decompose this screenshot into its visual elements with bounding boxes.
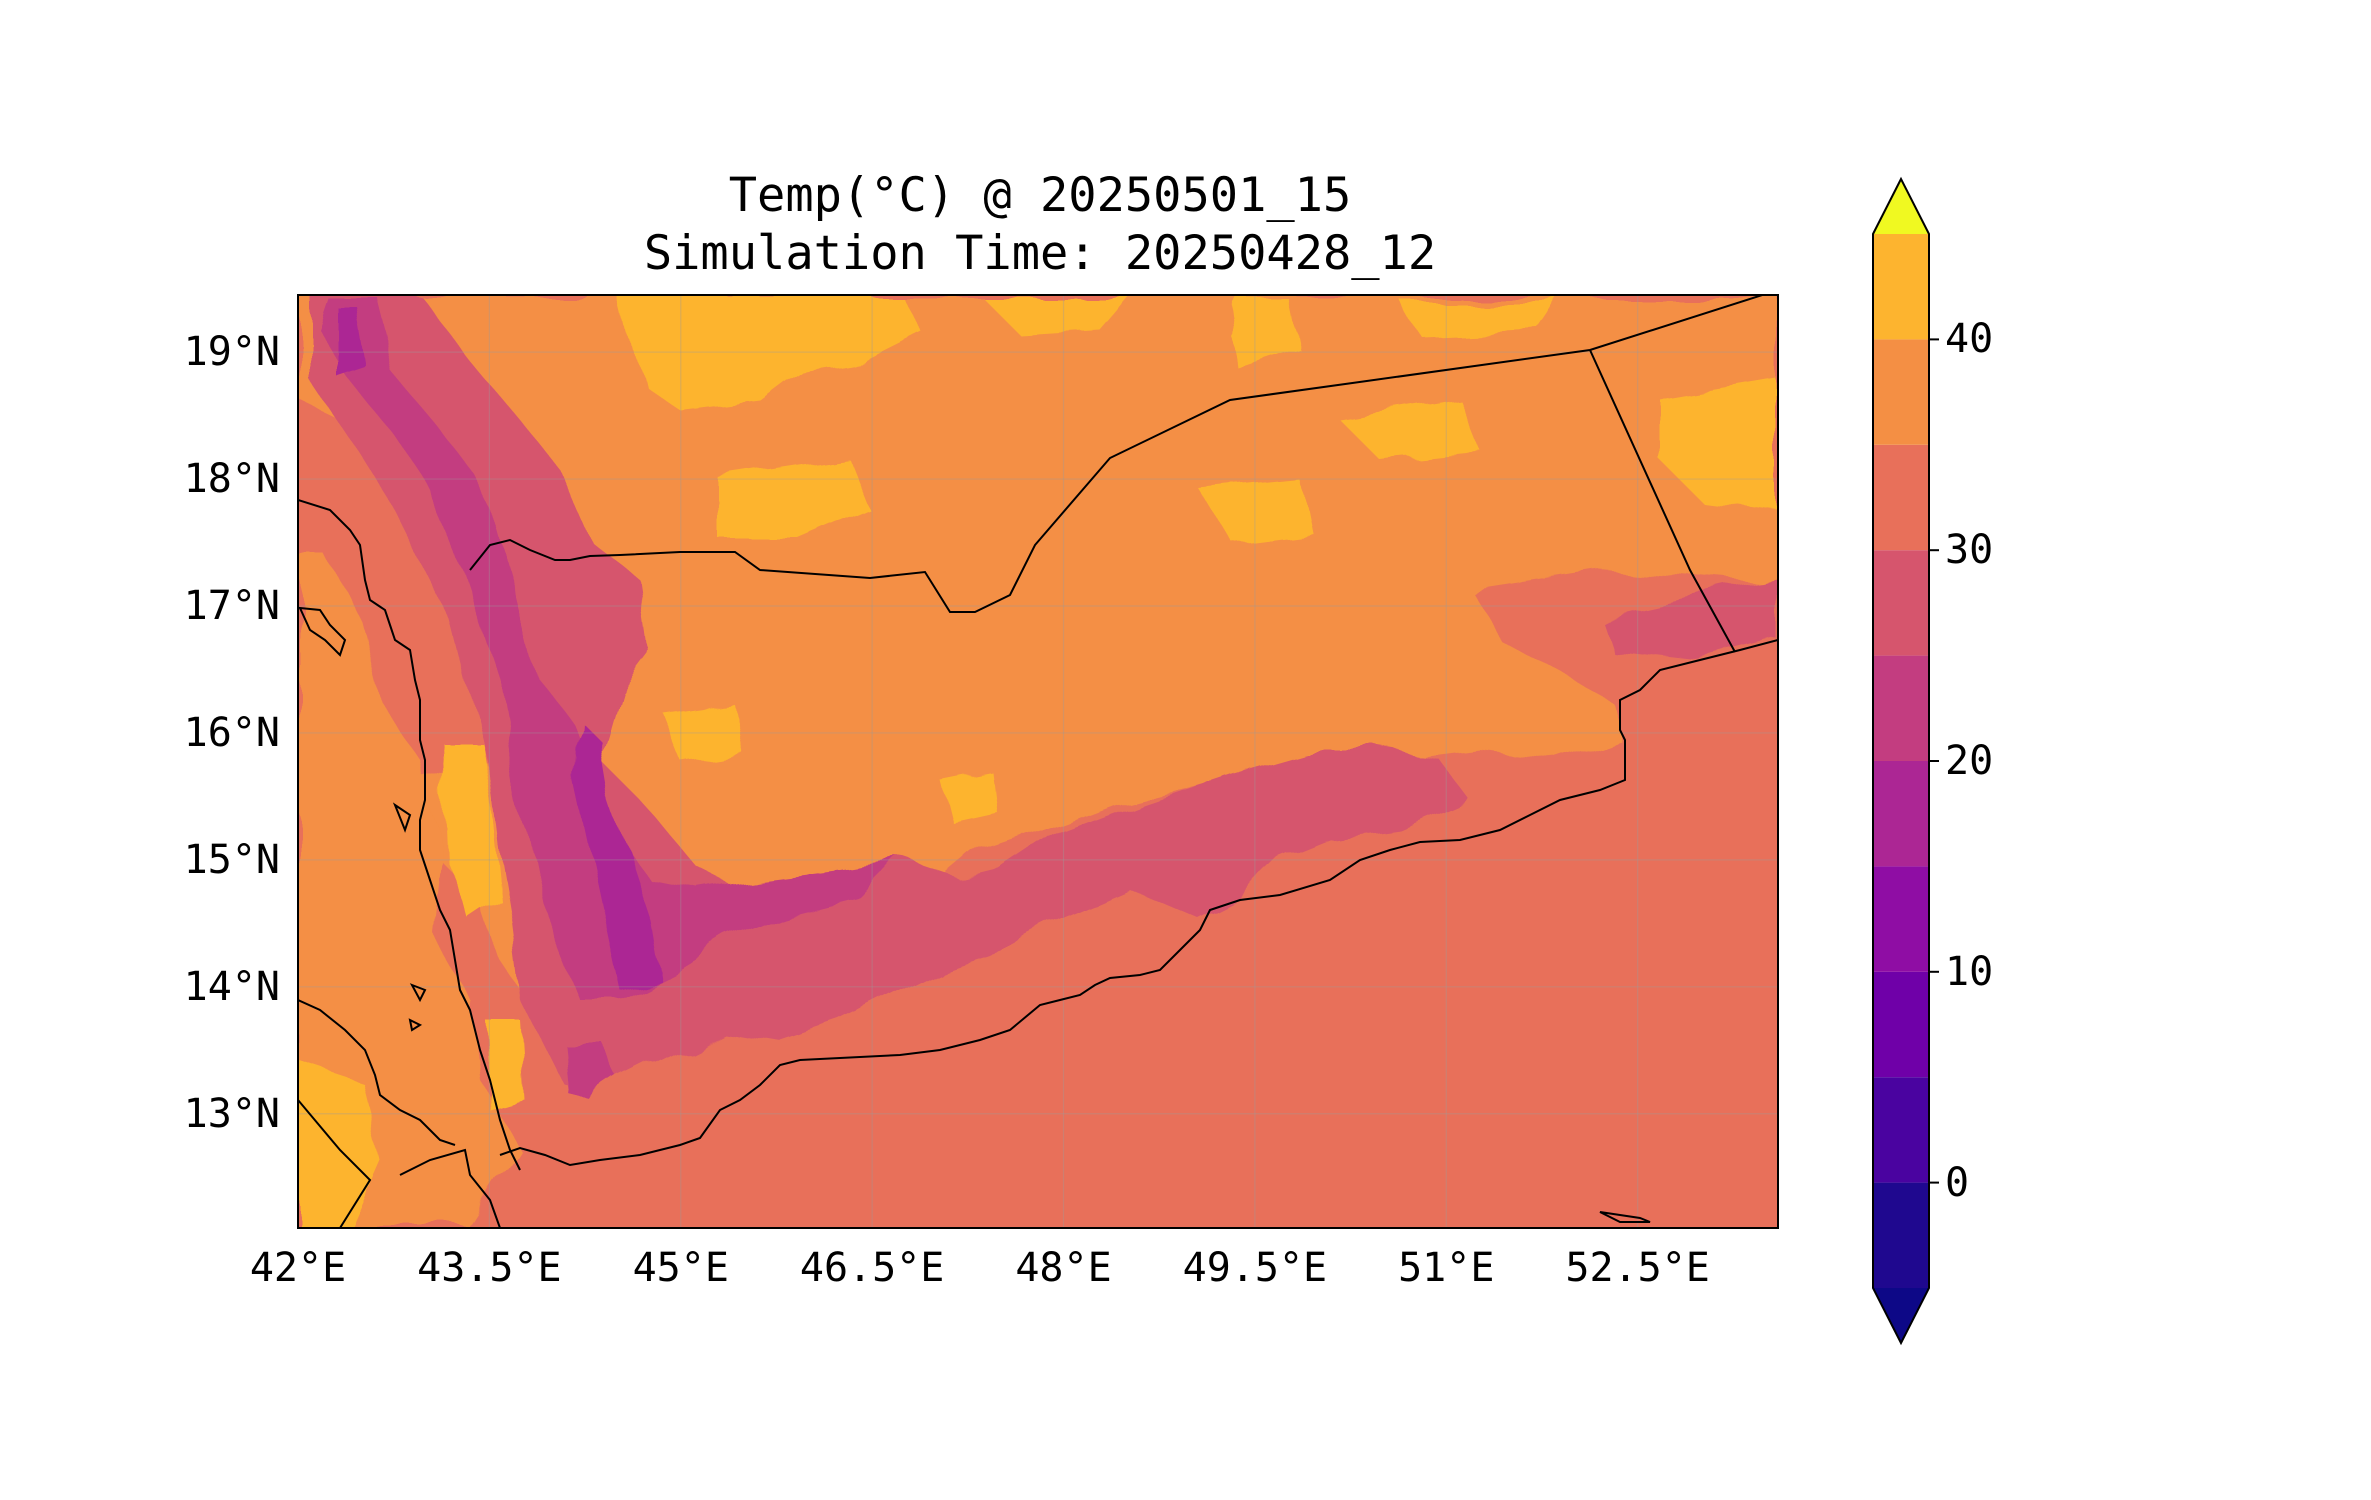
- lon-tick-label: 46.5°E: [799, 1245, 945, 1291]
- field-20-25-east: [1600, 580, 1778, 660]
- field-30-35-west-coast: [298, 560, 520, 1228]
- field-15-20-southwest: [560, 1040, 620, 1100]
- lon-tick-label: 51°E: [1398, 1245, 1495, 1291]
- colorbar-tick-label: 20: [1945, 738, 1994, 784]
- lat-tick-label: 17°N: [183, 583, 280, 629]
- lon-tick-label: 42°E: [249, 1245, 347, 1291]
- coastline-red-sea-west: [298, 499, 521, 1171]
- map-frame: [297, 294, 1779, 1229]
- colorbar-segment: [1873, 866, 1929, 972]
- colorbar-segment: [1873, 339, 1929, 445]
- colorbar-segment: [1873, 234, 1929, 340]
- colorbar: [1872, 176, 1939, 1346]
- colorbar-segment: [1873, 1182, 1929, 1288]
- chart-title-line2: Simulation Time: 20250428_12: [643, 226, 1437, 281]
- colorbar-over-arrow: [1873, 179, 1929, 234]
- field-35-40-west-b: [485, 1020, 525, 1110]
- field-35-40-center-b: [940, 770, 995, 820]
- lon-tick-label: 45°E: [632, 1245, 729, 1291]
- field-35-40-north-b: [980, 295, 1130, 335]
- colorbar-segment: [1873, 761, 1929, 867]
- border-saudi-yemen: [469, 295, 1766, 613]
- colorbar-tick-label: 0: [1945, 1159, 1970, 1206]
- field-35-40-north-d: [1400, 300, 1560, 335]
- coastline-yemen-south: [499, 639, 1778, 1167]
- island-kamaran: [392, 802, 412, 833]
- island-farasan: [298, 606, 347, 657]
- border-yemen-oman: [1589, 349, 1736, 653]
- lon-tick-label: 48°E: [1015, 1245, 1112, 1291]
- lat-tick-label: 14°N: [183, 963, 280, 1010]
- lon-tick-label: 49.5°E: [1182, 1245, 1328, 1291]
- field-30-35-interior: [298, 295, 1778, 990]
- colorbar-tick-label: 30: [1945, 527, 1994, 574]
- field-35-40-northeast: [1340, 400, 1480, 460]
- field-35-40-mid-b: [1200, 480, 1310, 540]
- lat-tick-label: 15°N: [183, 836, 280, 883]
- coastline-eritrea: [298, 999, 456, 1146]
- chart-title-line1: Temp(°C) @ 20250501_15: [728, 168, 1352, 223]
- island-socotra: [1599, 1211, 1651, 1223]
- field-35-40-southwest: [298, 1060, 380, 1228]
- colorbar-segment: [1873, 655, 1929, 761]
- island-hanish: [408, 983, 427, 1032]
- field-35-40-west-a: [440, 740, 500, 920]
- colorbar-tick-label: 40: [1945, 316, 1994, 363]
- field-35-40-north-a: [620, 295, 920, 410]
- border-eritrea-ethiopia: [298, 1099, 372, 1228]
- lat-tick-label: 13°N: [183, 1090, 280, 1137]
- lat-tick-label: 18°N: [183, 456, 280, 503]
- colorbar-segment: [1873, 1077, 1929, 1183]
- colorbar-tick-label: 10: [1945, 948, 1994, 995]
- colorbar-segment: [1873, 971, 1929, 1078]
- colorbar-segment: [1873, 550, 1929, 656]
- lon-tick-label: 43.5°E: [417, 1245, 562, 1291]
- field-35-40-center: [660, 700, 740, 760]
- lat-tick-label: 19°N: [183, 329, 280, 376]
- lat-tick-label: 16°N: [183, 709, 280, 756]
- colorbar-outline: [1872, 176, 1930, 1346]
- colorbar-under-arrow: [1873, 1288, 1929, 1343]
- temperature-field: [298, 295, 1778, 1228]
- lon-tick-label: 52.5°E: [1565, 1245, 1710, 1291]
- border-djibouti: [399, 1148, 501, 1228]
- field-35-40-mid-a: [720, 460, 870, 540]
- field-10-15-core: [340, 310, 660, 990]
- coastlines-borders: [298, 295, 1778, 1228]
- colorbar-segment: [1873, 444, 1929, 551]
- field-15-20-core: [320, 300, 900, 1000]
- field-35-40-north-c: [1225, 300, 1300, 370]
- field-35-40-east: [1660, 380, 1778, 510]
